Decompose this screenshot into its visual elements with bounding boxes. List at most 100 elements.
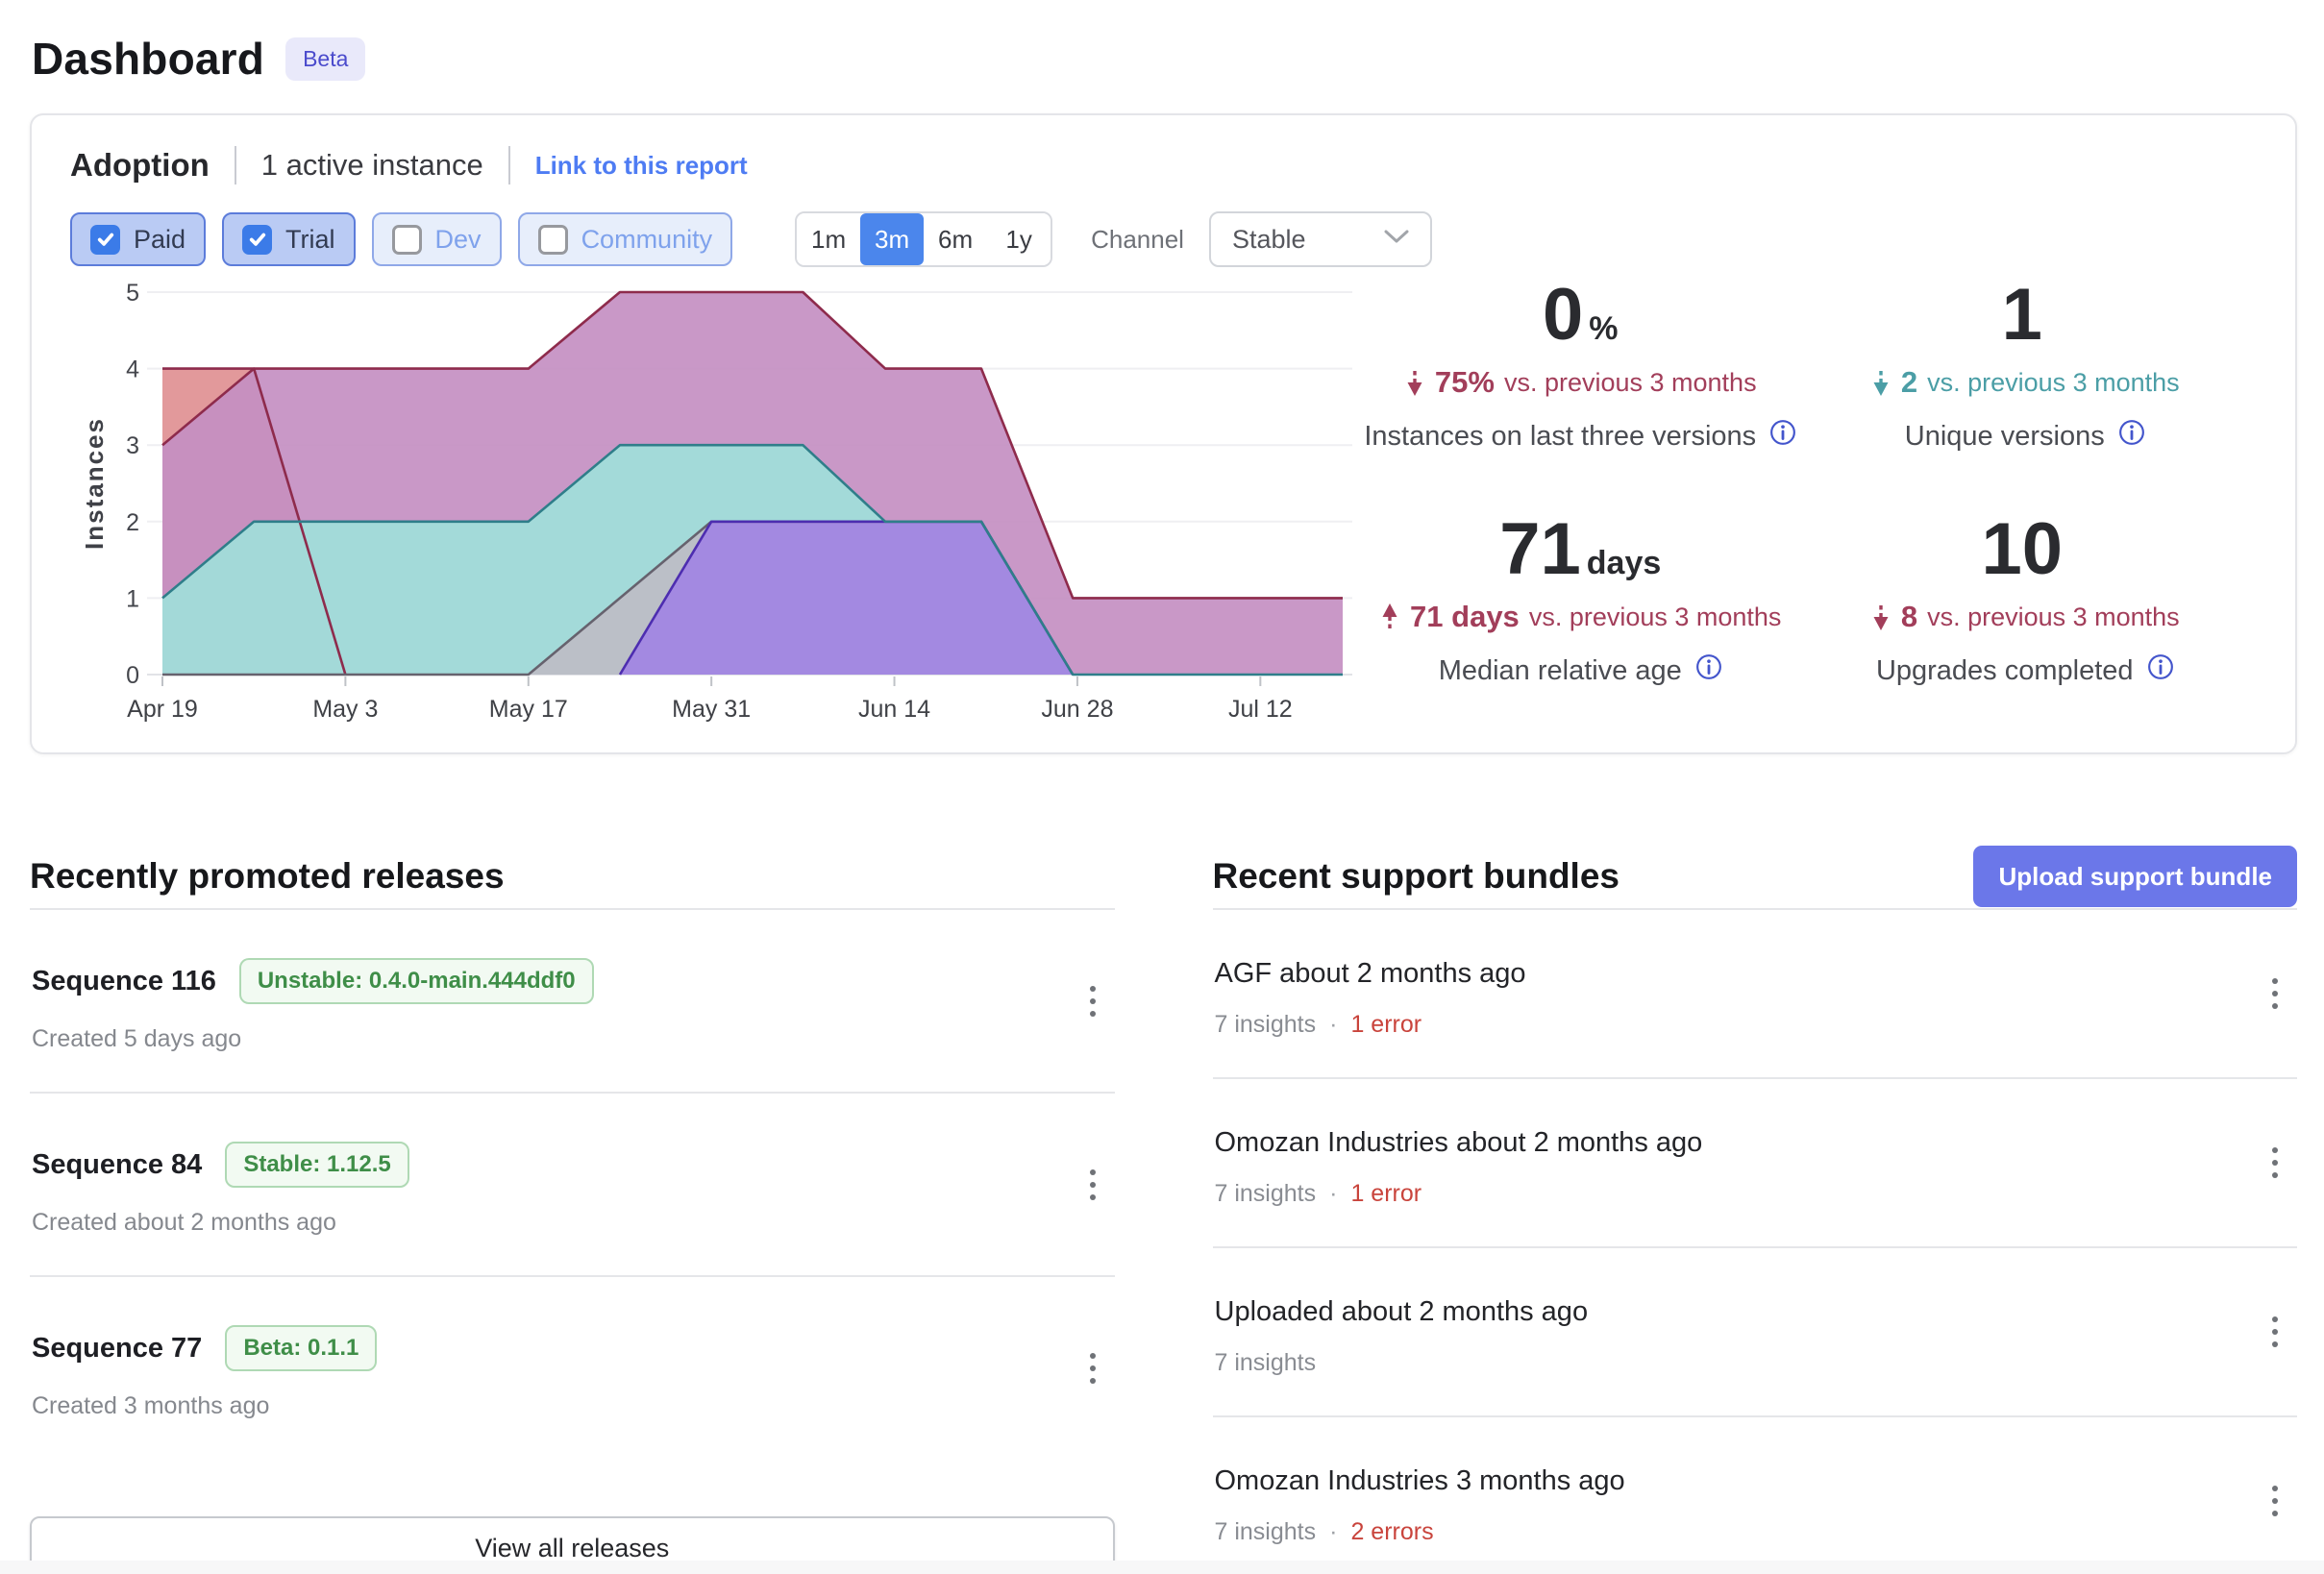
divider	[1212, 908, 2297, 910]
stat-delta: 75% vs. previous 3 months	[1358, 365, 1803, 400]
kebab-menu-icon[interactable]	[2264, 971, 2286, 1017]
chart-wrap: Apr 19 May 3 May 17 May 31 Jun 14 Jun 28 Jul 1…	[70, 277, 1358, 733]
bundle-title: AGF about 2 months ago	[1214, 958, 1526, 989]
release-version-badge: Stable: 1.12.5	[225, 1142, 409, 1188]
bundle-errors: 2 errors	[1350, 1518, 1434, 1545]
active-instance-count: 1 active instance	[260, 148, 483, 182]
svg-text:Apr 19: Apr 19	[127, 696, 198, 723]
bundle-title: Omozan Industries about 2 months ago	[1214, 1127, 1703, 1158]
release-title: Sequence 84	[32, 1148, 203, 1180]
stat-value: 1	[2001, 274, 2042, 356]
adoption-area-chart[interactable]: Apr 19 May 3 May 17 May 31 Jun 14 Jun 28 Jul 1…	[70, 277, 1358, 728]
support-bundle-row[interactable]: AGF about 2 months ago 7 insights · 1 er…	[1213, 910, 2298, 1077]
range-6m[interactable]: 6m	[924, 213, 988, 265]
checkbox-icon	[537, 224, 568, 255]
stat-median-relative-age: 71 days 71 days vs. previous 3 months Med…	[1358, 513, 1803, 688]
time-range-segmented-control: 1m 3m 6m 1y	[795, 211, 1053, 267]
svg-text:5: 5	[126, 280, 139, 307]
release-created: Created 5 days ago	[32, 1025, 242, 1052]
support-bundle-row[interactable]: Omozan Industries about 2 months ago 7 i…	[1213, 1079, 2298, 1246]
filter-paid[interactable]: Paid	[70, 212, 207, 266]
stat-delta: 8 vs. previous 3 months	[1803, 600, 2248, 634]
beta-badge: Beta	[285, 37, 366, 81]
release-title: Sequence 77	[32, 1332, 203, 1364]
line-series-2	[161, 290, 1343, 600]
meta-separator: ·	[1329, 1180, 1338, 1207]
channel-select[interactable]: Stable	[1208, 211, 1432, 267]
checkbox-icon	[90, 224, 120, 255]
checkbox-icon	[242, 224, 273, 255]
stat-unique-versions: 1 2 vs. previous 3 months Unique version…	[1803, 279, 2248, 454]
trend-arrow-icon	[1404, 368, 1425, 397]
bottom-sections: Recently promoted releases Sequence 116 …	[30, 845, 2297, 1574]
stat-instances-last-three-versions: 0% 75% vs. previous 3 months Instances o…	[1358, 279, 1803, 454]
bundle-meta: 7 insights ·	[1214, 1349, 1317, 1376]
divider	[30, 908, 1115, 910]
meta-separator: ·	[1329, 1518, 1338, 1545]
trend-arrow-icon	[1870, 368, 1891, 397]
svg-text:Jul 12: Jul 12	[1228, 696, 1293, 723]
chevron-down-icon	[1384, 230, 1409, 249]
trend-arrow-icon	[1379, 603, 1400, 631]
channel-selected-value: Stable	[1231, 224, 1306, 254]
svg-text:Instances: Instances	[80, 417, 109, 550]
releases-header: Recently promoted releases	[30, 845, 1115, 908]
adoption-card-header: Adoption 1 active instance Link to this …	[70, 146, 2257, 184]
adoption-title: Adoption	[70, 147, 210, 183]
channel-group: Channel Stable	[1091, 211, 1432, 267]
stat-delta: 71 days vs. previous 3 months	[1358, 600, 1803, 634]
stat-upgrades-completed: 10 8 vs. previous 3 months Upgrades comp…	[1803, 513, 2248, 688]
divider	[1212, 1246, 2297, 1248]
support-bundle-row[interactable]: Omozan Industries 3 months ago 7 insight…	[1213, 1417, 2298, 1574]
stat-delta: 2 vs. previous 3 months	[1803, 365, 2248, 400]
trend-arrow-icon	[1870, 603, 1891, 631]
release-row[interactable]: Sequence 84 Stable: 1.12.5 Created about…	[30, 1094, 1115, 1275]
filter-community[interactable]: Community	[517, 212, 733, 266]
info-icon[interactable]	[1695, 653, 1722, 688]
release-row[interactable]: Sequence 77 Beta: 0.1.1 Created 3 months…	[30, 1277, 1115, 1459]
chart-y-axis: 0 1 2 3 4 5 Instances	[80, 280, 139, 689]
support-bundle-row[interactable]: Uploaded about 2 months ago 7 insights ·	[1213, 1248, 2298, 1415]
bundle-title: Omozan Industries 3 months ago	[1214, 1465, 1625, 1496]
filter-label: Community	[581, 224, 713, 254]
info-icon[interactable]	[1769, 419, 1796, 454]
release-version-badge: Unstable: 0.4.0-main.444ddf0	[238, 958, 594, 1004]
release-title: Sequence 116	[32, 965, 216, 996]
adoption-card: Adoption 1 active instance Link to this …	[30, 113, 2297, 754]
kebab-menu-icon[interactable]	[1082, 978, 1103, 1024]
range-3m[interactable]: 3m	[860, 213, 925, 265]
filter-label: Dev	[434, 224, 482, 254]
stat-label: Median relative age	[1358, 653, 1803, 688]
chart-series-strokes	[161, 290, 1343, 676]
kebab-menu-icon[interactable]	[1082, 1345, 1103, 1391]
filter-dev[interactable]: Dev	[371, 212, 502, 266]
link-to-report[interactable]: Link to this report	[534, 150, 748, 180]
separator	[507, 146, 510, 184]
bundle-meta: 7 insights · 1 error	[1214, 1011, 1422, 1038]
line-series-3	[161, 443, 1343, 676]
info-icon[interactable]	[2147, 653, 2174, 688]
channel-label: Channel	[1091, 224, 1184, 254]
svg-text:2: 2	[126, 509, 139, 536]
stat-value: 10	[1981, 508, 2064, 590]
bundles-header: Recent support bundles Upload support bu…	[1213, 845, 2297, 908]
release-row[interactable]: Sequence 116 Unstable: 0.4.0-main.444ddf…	[30, 910, 1115, 1092]
stat-value: 71 days	[1499, 508, 1662, 590]
info-icon[interactable]	[2118, 419, 2145, 454]
kebab-menu-icon[interactable]	[1082, 1162, 1103, 1208]
svg-text:May 17: May 17	[489, 696, 568, 723]
upload-support-bundle-button[interactable]: Upload support bundle	[1973, 846, 2297, 907]
divider	[1212, 1415, 2297, 1417]
svg-text:May 3: May 3	[312, 696, 378, 723]
kebab-menu-icon[interactable]	[2264, 1478, 2286, 1524]
range-1m[interactable]: 1m	[797, 213, 861, 265]
filter-trial[interactable]: Trial	[222, 212, 356, 266]
svg-text:3: 3	[126, 432, 139, 459]
bundle-meta: 7 insights · 1 error	[1214, 1180, 1422, 1207]
separator	[234, 146, 236, 184]
checkbox-icon	[391, 224, 422, 255]
kebab-menu-icon[interactable]	[2264, 1309, 2286, 1355]
range-1y[interactable]: 1y	[987, 213, 1051, 265]
kebab-menu-icon[interactable]	[2264, 1140, 2286, 1186]
stat-label: Unique versions	[1803, 419, 2248, 454]
